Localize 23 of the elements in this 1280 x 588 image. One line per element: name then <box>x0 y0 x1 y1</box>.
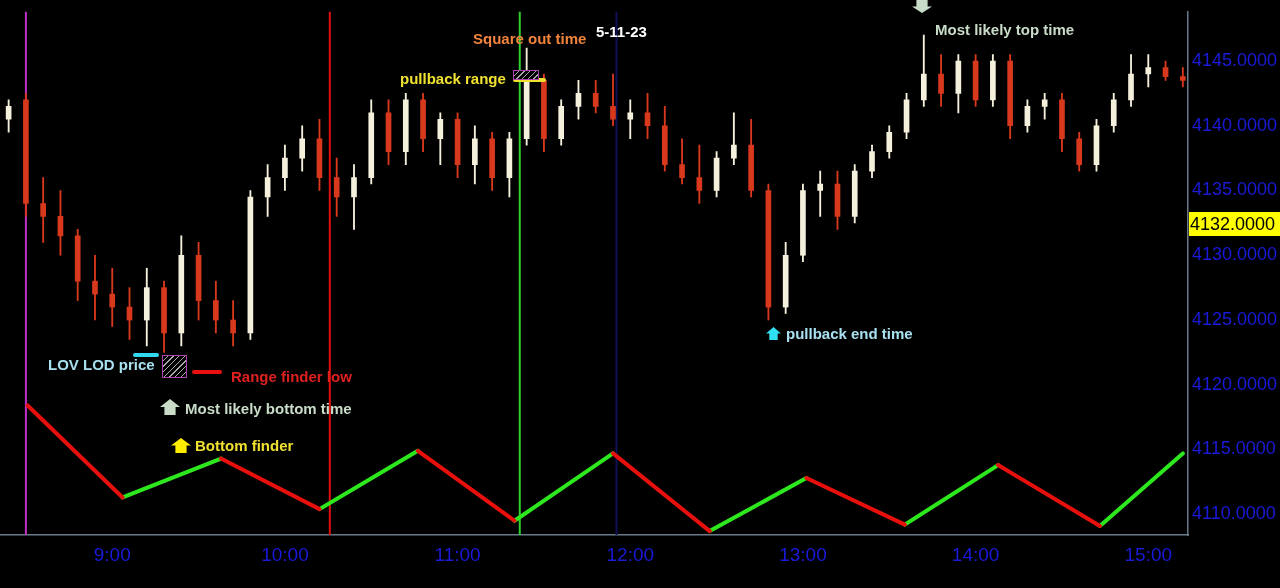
x-tick-label: 15:00 <box>1124 543 1173 565</box>
x-tick-label: 13:00 <box>779 543 827 565</box>
candlestick <box>817 170 824 217</box>
annotation: 5-11-23 <box>596 23 647 41</box>
x-tick-label: 11:00 <box>434 543 481 565</box>
y-tick-label: 4110.0000 <box>1192 503 1276 524</box>
x-tick-label: 14:00 <box>951 543 1000 565</box>
annotation: pullback range <box>400 70 506 88</box>
text: 4132.0000 <box>1190 213 1276 234</box>
y-tick-label: 4135.0000 <box>1192 179 1278 200</box>
x-tick-label: 10:00 <box>261 543 309 565</box>
y-tick-label: 4125.0000 <box>1192 308 1278 329</box>
y-tick-label: 4140.0000 <box>1192 114 1278 135</box>
annotation: pullback end time <box>786 325 913 343</box>
y-tick-label: 4145.0000 <box>1192 49 1278 70</box>
annotation: Bottom finder <box>195 437 294 455</box>
annotation: LOV LOD price <box>48 356 155 374</box>
x-tick-label: 12:00 <box>606 543 655 565</box>
x-tick-label: 9:00 <box>93 543 131 565</box>
annotation: Most likely top time <box>935 21 1075 39</box>
y-tick-label: 4120.0000 <box>1192 373 1278 394</box>
y-tick-label: 4130.0000 <box>1192 244 1278 265</box>
y-tick-label: 4115.0000 <box>1192 438 1276 459</box>
